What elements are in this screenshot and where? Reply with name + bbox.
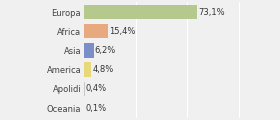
Text: 6,2%: 6,2% [95, 46, 116, 55]
Bar [84, 62, 92, 77]
Bar [84, 82, 85, 96]
Text: 73,1%: 73,1% [198, 8, 225, 17]
Bar [84, 5, 197, 19]
Bar [84, 43, 94, 58]
Text: 0,1%: 0,1% [85, 103, 106, 113]
Text: 4,8%: 4,8% [93, 65, 114, 74]
Text: 0,4%: 0,4% [86, 84, 107, 93]
Text: 15,4%: 15,4% [109, 27, 136, 36]
Bar [84, 24, 108, 38]
